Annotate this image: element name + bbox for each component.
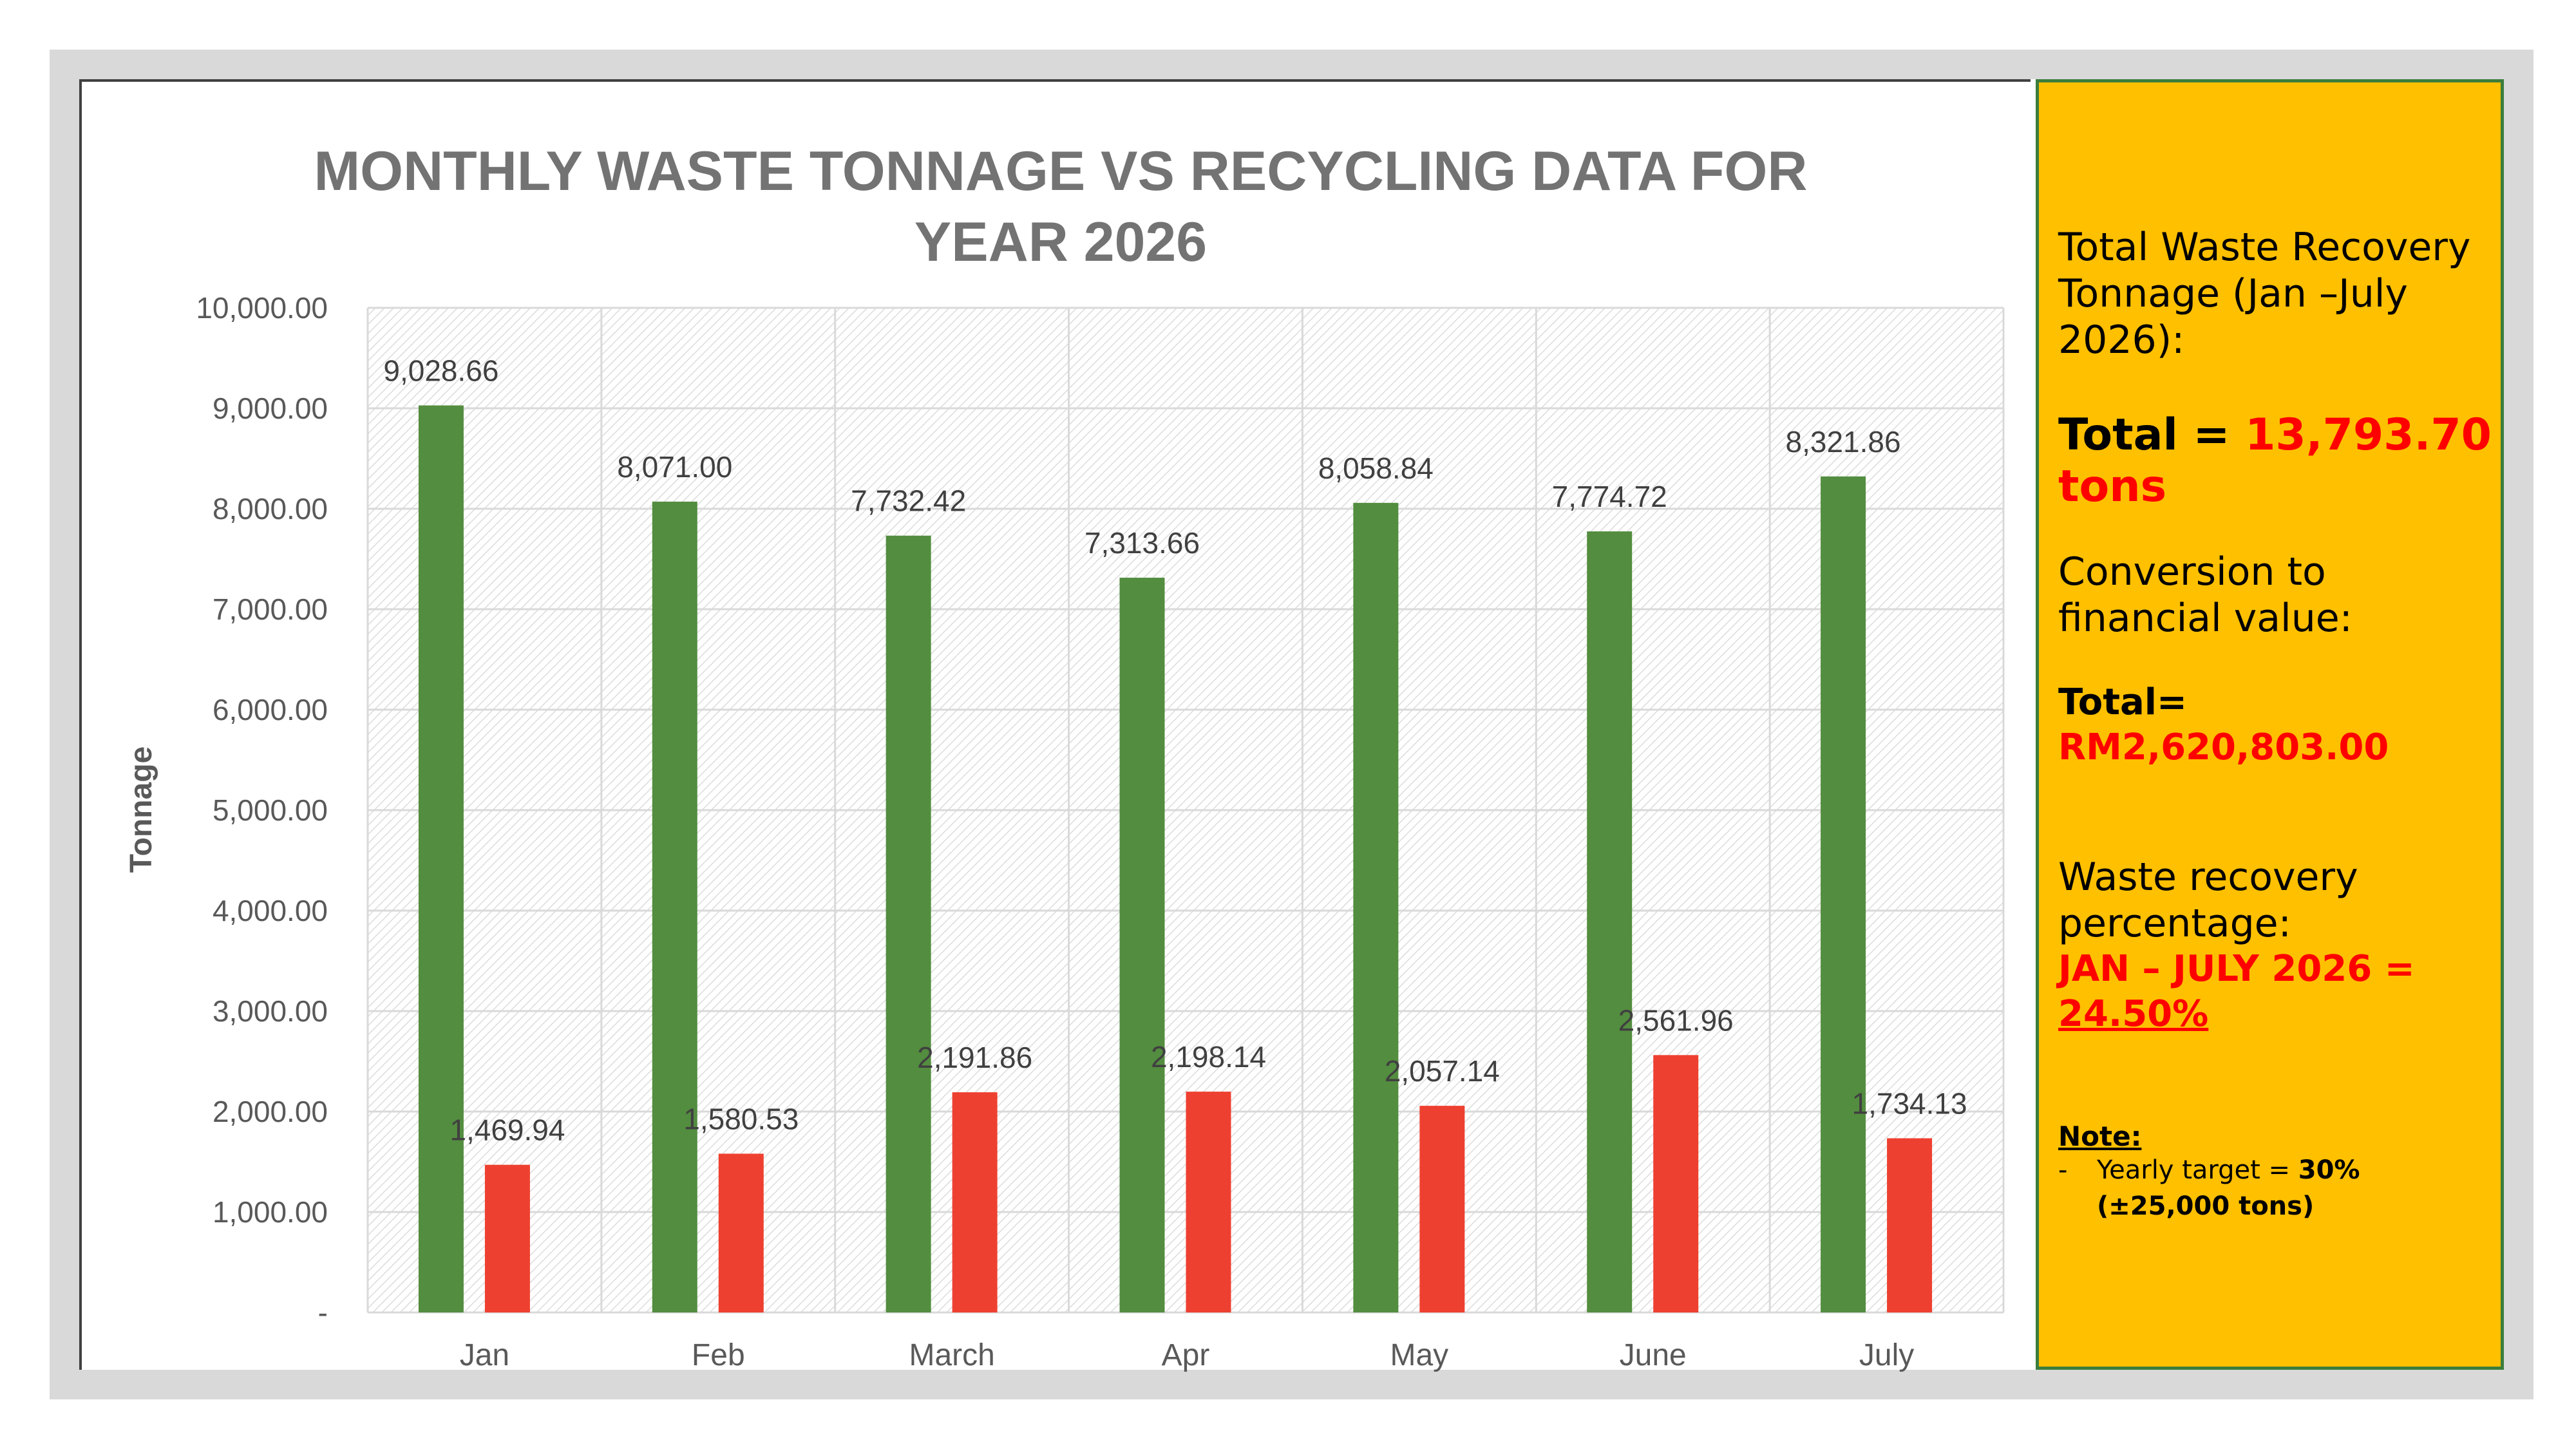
bar <box>484 1164 530 1312</box>
y-tick-label: 8,000.00 <box>213 492 328 526</box>
bar <box>1653 1055 1699 1312</box>
chart-area: MONTHLY WASTE TONNAGE VS RECYCLING DATA … <box>79 79 2031 1372</box>
percentage-period: JAN – JULY 2026 = <box>2058 948 2415 990</box>
x-tick-label: July <box>1859 1338 1914 1372</box>
chart-title-line-1: MONTHLY WASTE TONNAGE VS RECYCLING DATA … <box>314 140 1808 202</box>
note-line: - Yearly target = 30% (±25,000 tons) <box>2058 1152 2501 1224</box>
y-tick-label: 6,000.00 <box>213 693 328 726</box>
data-label: 9,028.66 <box>383 354 498 388</box>
y-tick-label: 9,000.00 <box>213 392 328 425</box>
data-label: 2,191.86 <box>917 1041 1032 1074</box>
data-label: 2,198.14 <box>1151 1040 1266 1074</box>
bar <box>886 535 931 1313</box>
total-value: 13,793.70 <box>2245 410 2492 460</box>
x-tick-label: May <box>1390 1338 1449 1372</box>
slide: MONTHLY WASTE TONNAGE VS RECYCLING DATA … <box>79 79 2504 1372</box>
bar <box>1353 502 1399 1312</box>
data-label: 2,057.14 <box>1385 1054 1500 1088</box>
bar-chart: MONTHLY WASTE TONNAGE VS RECYCLING DATA … <box>124 140 2005 1372</box>
x-tick-label: Feb <box>692 1338 745 1372</box>
summary-panel: Total Waste Recovery Tonnage (Jan –July … <box>2036 79 2504 1370</box>
note-title: Note: <box>2058 1121 2142 1152</box>
bar <box>652 501 697 1312</box>
percentage-title: Waste recovery percentage: <box>2058 855 2358 946</box>
y-tick-label: 5,000.00 <box>213 793 328 827</box>
y-tick-label: 1,000.00 <box>213 1195 328 1229</box>
total-label: Total = <box>2058 410 2246 460</box>
recovery-title: Total Waste Recovery Tonnage (Jan –July … <box>2058 225 2471 363</box>
data-label: 8,071.00 <box>617 450 732 484</box>
data-label: 1,469.94 <box>450 1113 565 1147</box>
chart-title-line-2: YEAR 2026 <box>914 211 1207 273</box>
bar <box>1419 1106 1465 1312</box>
bar <box>718 1153 764 1312</box>
data-label: 7,313.66 <box>1084 526 1200 560</box>
y-tick-label: 3,000.00 <box>213 994 328 1028</box>
data-label: 7,732.42 <box>851 484 966 518</box>
y-tick-label: 4,000.00 <box>213 894 328 927</box>
bar <box>1186 1092 1231 1312</box>
slide-frame: MONTHLY WASTE TONNAGE VS RECYCLING DATA … <box>50 50 2533 1399</box>
data-label: 1,580.53 <box>683 1102 799 1135</box>
y-axis-label: Tonnage <box>124 746 158 873</box>
x-tick-label: June <box>1620 1338 1687 1372</box>
bar <box>1887 1138 1933 1312</box>
data-label: 7,774.72 <box>1552 480 1667 513</box>
x-tick-label: March <box>909 1338 994 1372</box>
data-label: 8,321.86 <box>1786 425 1901 459</box>
note-bold: 30% (±25,000 tons) <box>2097 1155 2360 1221</box>
total-unit: tons <box>2058 461 2167 512</box>
note-body: Yearly target = 30% (±25,000 tons) <box>2097 1152 2483 1224</box>
bar <box>952 1092 998 1312</box>
financial-total: Total= RM2,620,803.00 <box>2058 680 2501 770</box>
bar <box>1587 531 1633 1312</box>
note-text: Yearly target = <box>2097 1155 2298 1185</box>
y-tick-label: 10,000.00 <box>196 291 328 325</box>
data-label: 1,734.13 <box>1852 1086 1967 1120</box>
data-label: 2,561.96 <box>1618 1003 1734 1037</box>
conversion-title: Conversion to financial value: <box>2058 549 2353 641</box>
y-tick-label: - <box>318 1296 328 1329</box>
bar <box>1119 578 1165 1312</box>
y-tick-label: 7,000.00 <box>213 592 328 626</box>
percentage-value: 24.50% <box>2058 993 2209 1035</box>
bar <box>418 405 464 1312</box>
financial-label: Total= <box>2058 681 2187 723</box>
note-bullet: - <box>2058 1155 2068 1185</box>
data-label: 8,058.84 <box>1318 451 1434 485</box>
y-tick-label: 2,000.00 <box>213 1095 328 1128</box>
total-tonnage: Total = 13,793.70 tons <box>2058 410 2501 513</box>
bar <box>1821 476 1866 1313</box>
x-tick-label: Apr <box>1162 1338 1210 1372</box>
x-tick-label: Jan <box>460 1338 509 1372</box>
financial-value: RM2,620,803.00 <box>2058 726 2389 768</box>
